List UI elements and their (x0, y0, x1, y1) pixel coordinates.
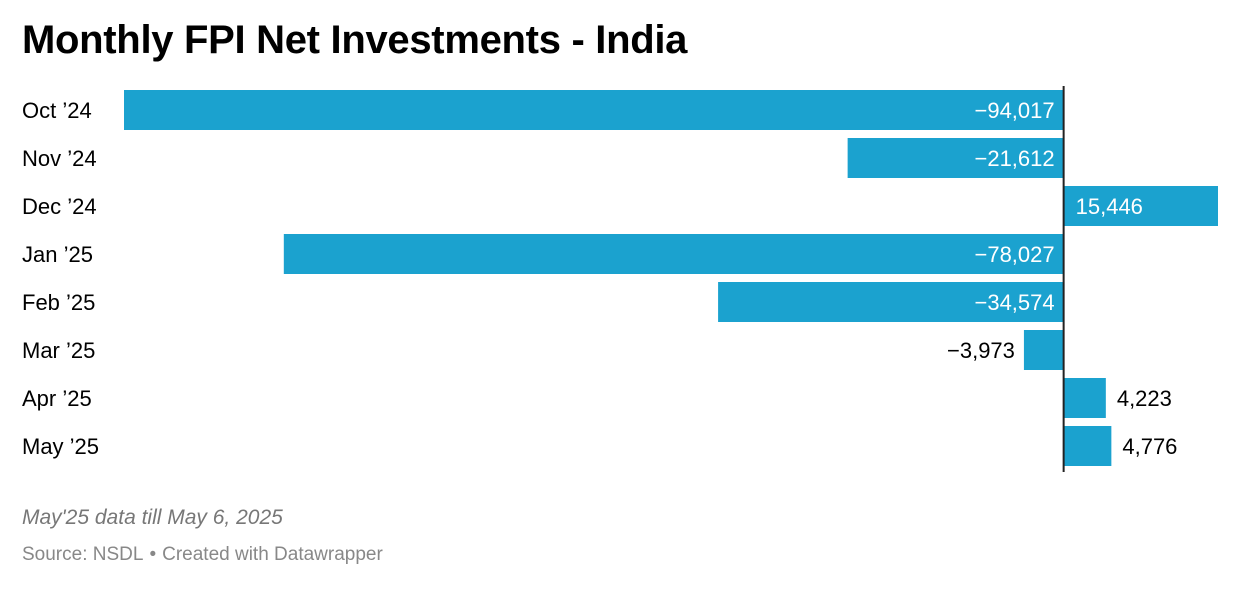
bar (718, 282, 1064, 322)
category-label: Jan ’25 (22, 242, 93, 267)
chart-title: Monthly FPI Net Investments - India (22, 18, 688, 62)
data-label: −94,017 (974, 98, 1054, 123)
data-label: −34,574 (974, 290, 1054, 315)
category-label: Mar ’25 (22, 338, 95, 363)
data-label: −21,612 (974, 146, 1054, 171)
bar (847, 138, 1064, 178)
category-label: Nov ’24 (22, 146, 97, 171)
credit-label: Created with Datawrapper (162, 544, 383, 565)
category-label: Apr ’25 (22, 386, 92, 411)
category-label: May ’25 (22, 434, 99, 459)
data-label: 4,223 (1117, 386, 1172, 411)
bar-chart: Oct ’24 −94,017 Nov ’24 −21,612 Dec ’24 15,44… (22, 86, 1218, 472)
separator-dot: • (149, 544, 157, 565)
category-label: Oct ’24 (22, 98, 92, 123)
bar (1063, 378, 1106, 418)
bar (1063, 426, 1112, 466)
bar (124, 90, 1064, 130)
data-label: 15,446 (1076, 194, 1143, 219)
chart-note: May'25 data till May 6, 2025 (22, 506, 283, 529)
category-label: Dec ’24 (22, 194, 97, 219)
data-label: −78,027 (974, 242, 1054, 267)
bar (1063, 186, 1218, 226)
data-label: 4,776 (1122, 434, 1177, 459)
data-label: −3,973 (947, 338, 1015, 363)
bar (1023, 330, 1064, 370)
bar (283, 234, 1064, 274)
category-label: Feb ’25 (22, 290, 95, 315)
source-label: Source: NSDL (22, 544, 144, 565)
chart-source: Source: NSDL • Created with Datawrapper (22, 544, 383, 566)
